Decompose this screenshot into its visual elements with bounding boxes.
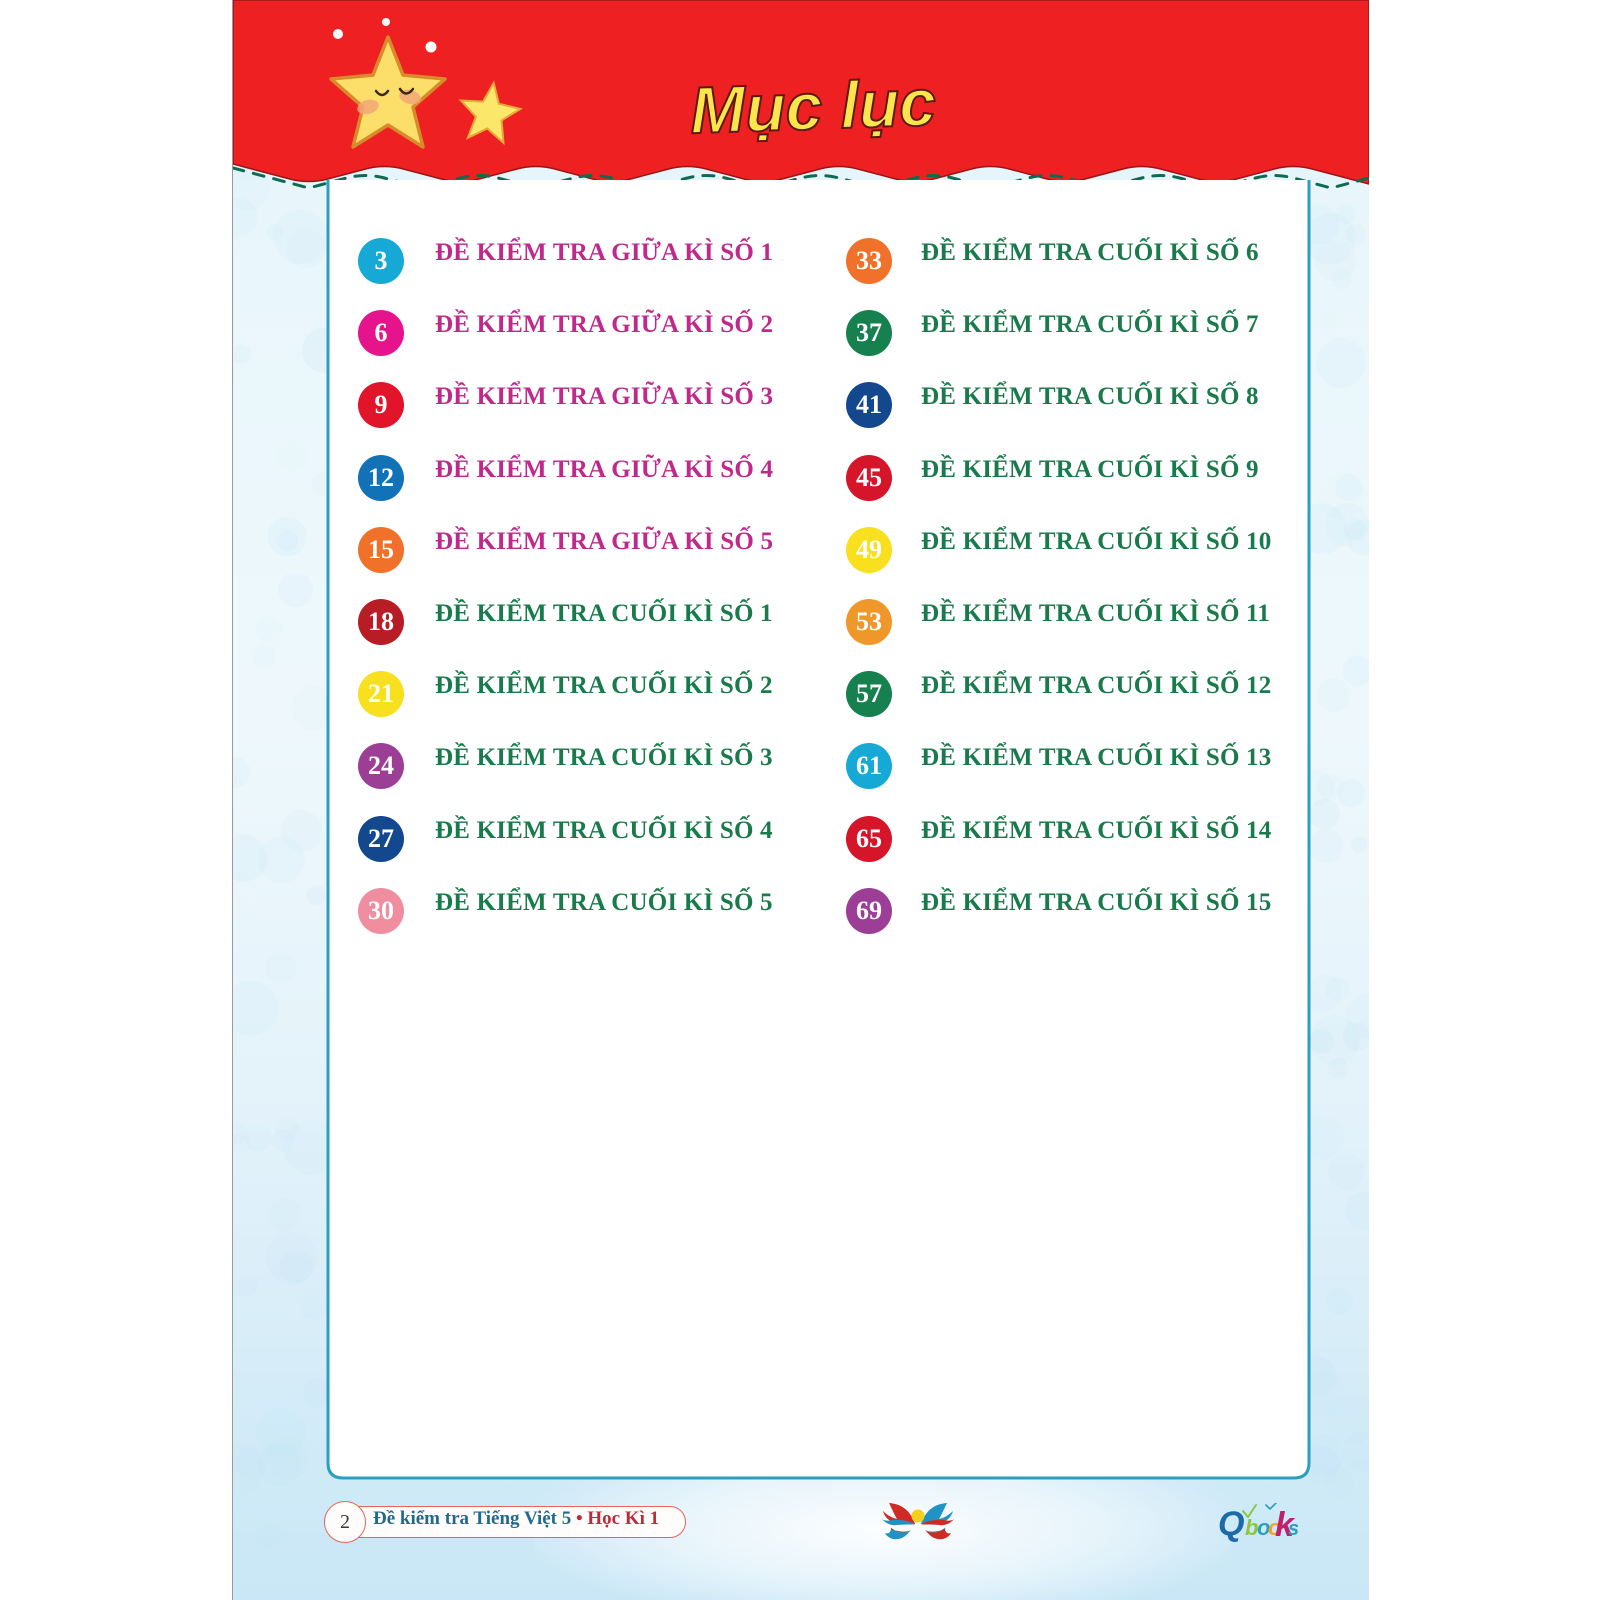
svg-text:Q: Q [1218,1505,1244,1543]
svg-text:s: s [1288,1518,1298,1540]
